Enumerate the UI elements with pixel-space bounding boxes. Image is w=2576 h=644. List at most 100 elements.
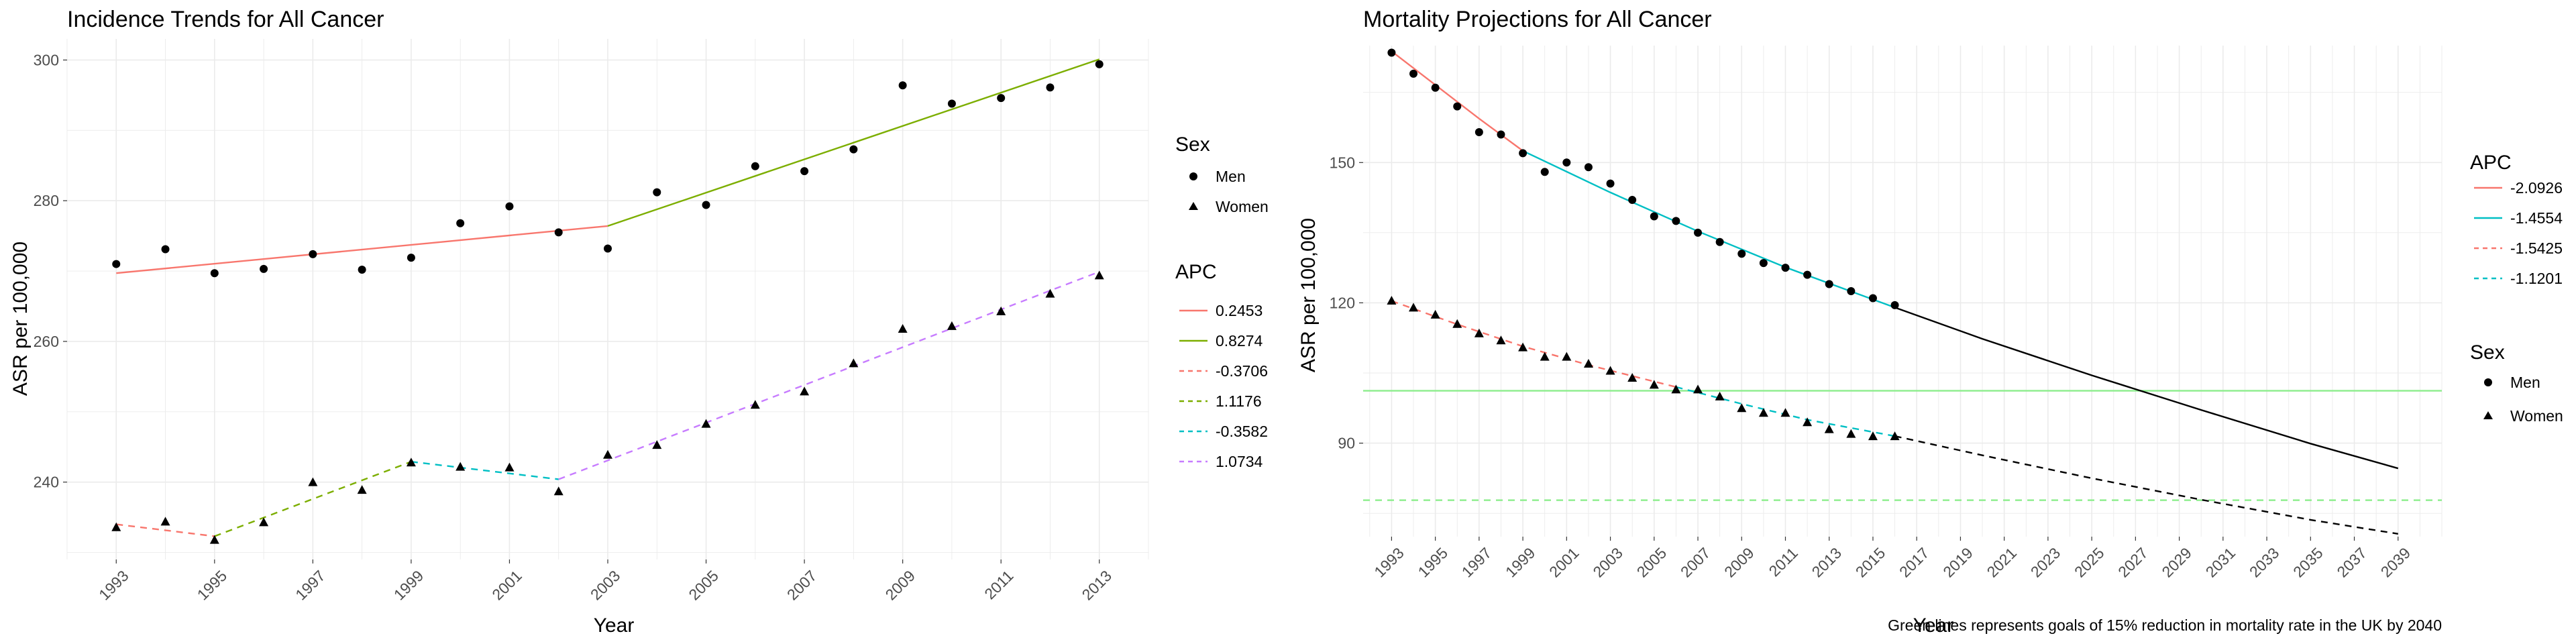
mortality-point-women <box>1474 328 1484 337</box>
incidence-point-women <box>1094 270 1104 280</box>
mortality-caption: Green lines represents goals of 15% redu… <box>1888 616 2442 634</box>
mortality-point-women <box>1605 366 1615 375</box>
incidence-point-men <box>456 219 465 227</box>
mortality-chart: Mortality Projections for All Cancer 90 1… <box>1297 7 2563 637</box>
incidence-y-axis-title: ASR per 100,000 <box>9 241 32 396</box>
incidence-legend-sex-title: Sex <box>1175 133 1210 156</box>
incidence-chart-title: Incidence Trends for All Cancer <box>67 7 384 32</box>
mortality-point-men <box>1868 294 1877 303</box>
mortality-point-men <box>1409 69 1418 78</box>
incidence-legend-men-label: Men <box>1216 168 1246 185</box>
incidence-point-women <box>603 449 612 459</box>
mortality-point-men <box>1847 287 1856 295</box>
incidence-point-women <box>652 440 662 449</box>
mortality-point-women <box>1452 319 1462 328</box>
mortality-point-women <box>1649 380 1659 389</box>
incidence-legend-women-key <box>1189 202 1198 210</box>
mortality-point-women <box>1387 295 1397 305</box>
incidence-point-women <box>701 419 711 428</box>
mortality-trend-line-3 <box>1676 386 1895 437</box>
mortality-point-men <box>1453 102 1462 111</box>
mortality-point-men <box>1431 83 1440 92</box>
mortality-point-men <box>1803 270 1812 279</box>
incidence-point-women <box>209 535 219 544</box>
incidence-point-men <box>898 81 907 90</box>
mortality-point-men <box>1715 237 1724 246</box>
mortality-legend-women-label: Women <box>2510 407 2563 425</box>
incidence-legend-apc-label: 0.2453 <box>1216 302 1263 319</box>
mortality-point-men <box>1606 179 1615 188</box>
mortality-legend-women-key <box>2483 411 2493 419</box>
incidence-point-women <box>898 324 908 333</box>
mortality-point-women <box>1824 424 1834 433</box>
incidence-point-men <box>653 188 661 197</box>
mortality-point-men <box>1540 168 1549 176</box>
mortality-point-women <box>1496 335 1506 345</box>
incidence-point-men <box>604 244 612 253</box>
mortality-trend-line-4 <box>1894 307 2399 470</box>
incidence-point-men <box>751 162 759 170</box>
incidence-point-women <box>455 462 466 471</box>
mortality-legend-apc-label: -2.0926 <box>2510 179 2563 197</box>
mortality-point-men <box>1759 259 1768 268</box>
incidence-point-men <box>309 250 317 258</box>
incidence-point-men <box>210 269 219 278</box>
mortality-point-women <box>1846 429 1856 438</box>
mortality-point-men <box>1628 196 1637 205</box>
incidence-legend: Sex Men Women APC 0.2453 0.8274 -0.3706 1.1… <box>1175 133 1269 470</box>
mortality-legend-apc-label: -1.1201 <box>2510 270 2563 287</box>
mortality-point-men <box>1562 158 1571 167</box>
mortality-point-women <box>1803 417 1813 427</box>
incidence-chart: Incidence Trends for All Cancer 240 260 28… <box>9 7 1269 637</box>
mortality-legend-men-key <box>2484 378 2492 386</box>
incidence-point-men <box>800 167 809 176</box>
mortality-point-women <box>1518 342 1528 352</box>
mortality-point-men <box>1584 163 1593 172</box>
mortality-legend-apc-label: -1.4554 <box>2510 209 2563 227</box>
incidence-legend-apc-title: APC <box>1175 261 1217 283</box>
incidence-point-women <box>259 517 269 527</box>
incidence-point-women <box>160 517 170 526</box>
incidence-legend-apc-label: -0.3706 <box>1216 362 1268 380</box>
mortality-legend-apc-title: APC <box>2470 152 2512 174</box>
mortality-legend-men-label: Men <box>2510 374 2540 391</box>
incidence-point-women <box>308 477 318 486</box>
incidence-point-women <box>1045 288 1055 298</box>
mortality-trend-line-5 <box>1894 435 2398 535</box>
mortality-point-men <box>1890 301 1899 309</box>
incidence-point-men <box>1095 60 1104 68</box>
incidence-trend-line-0 <box>116 225 608 274</box>
incidence-point-men <box>997 94 1006 103</box>
incidence-point-men <box>1046 83 1055 92</box>
incidence-point-women <box>947 321 957 330</box>
mortality-point-women <box>1671 384 1681 394</box>
incidence-point-men <box>702 201 710 209</box>
mortality-point-men <box>1387 48 1396 57</box>
mortality-point-women <box>1693 384 1703 394</box>
incidence-point-women <box>800 386 810 396</box>
incidence-point-women <box>996 306 1006 315</box>
mortality-point-women <box>1583 359 1593 368</box>
mortality-point-women <box>1409 303 1419 312</box>
incidence-point-women <box>849 358 859 368</box>
mortality-point-men <box>1474 127 1483 136</box>
incidence-trend-line-2 <box>116 523 215 537</box>
mortality-point-men <box>1672 217 1680 225</box>
incidence-trend-line-4 <box>411 461 559 480</box>
incidence-legend-apc-label: 0.8274 <box>1216 332 1263 350</box>
incidence-legend-apc-label: 1.1176 <box>1216 392 1262 410</box>
mortality-point-men <box>1781 264 1790 272</box>
mortality-point-women <box>1780 408 1790 417</box>
incidence-legend-women-label: Women <box>1216 198 1269 215</box>
incidence-y-tick-label: 300 <box>34 51 59 68</box>
incidence-y-tick-label: 240 <box>34 474 59 491</box>
mortality-point-women <box>1715 391 1725 400</box>
mortality-y-tick-label: 90 <box>1338 435 1355 452</box>
incidence-y-tick-label: 260 <box>34 333 59 350</box>
incidence-point-men <box>505 202 514 211</box>
incidence-point-women <box>111 522 121 531</box>
incidence-trend-line-3 <box>214 461 412 537</box>
incidence-point-men <box>554 228 563 237</box>
